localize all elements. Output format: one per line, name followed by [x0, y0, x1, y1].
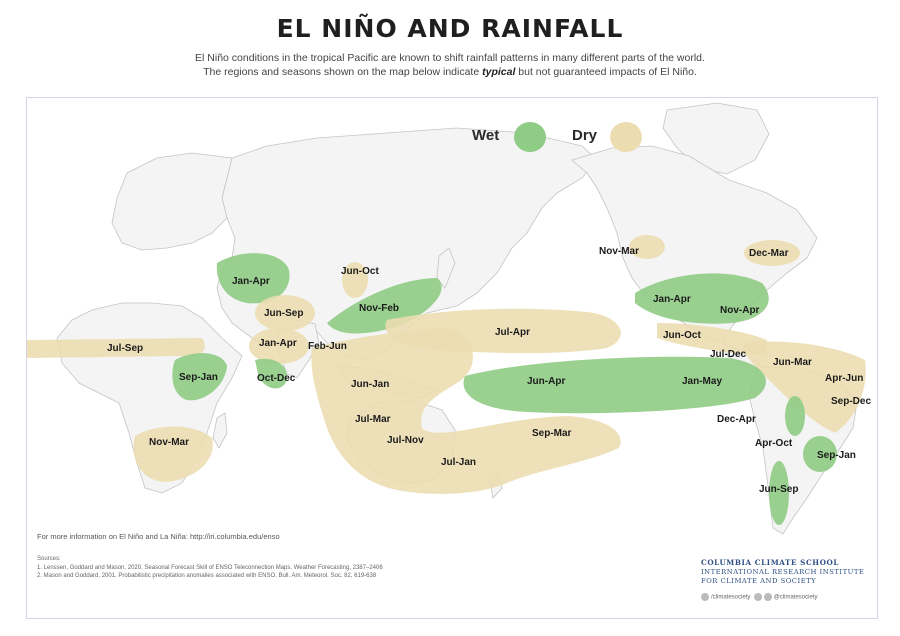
region-shape-19: [385, 308, 621, 354]
brand-line-1: COLUMBIA CLIMATE SCHOOL: [701, 558, 840, 567]
region-label: Dec-Mar: [749, 248, 789, 259]
region-label: Feb-Jun: [308, 341, 347, 352]
legend-dry-label: Dry: [572, 127, 598, 144]
region-label: Jan-Apr: [232, 276, 270, 287]
region-shape-20: [463, 356, 766, 414]
region-label: Apr-Oct: [755, 438, 793, 449]
region-shape-17: [133, 426, 213, 482]
region-shape-8: [769, 461, 789, 525]
rainfall-regions: [27, 235, 866, 525]
region-shape-5: [742, 341, 866, 433]
region-label: Jun-Oct: [663, 330, 701, 341]
region-shape-13: [249, 328, 309, 364]
region-label-part: Jun-Mar: [773, 357, 812, 368]
facebook-icon: [701, 593, 709, 601]
region-label: Jun-Apr: [527, 376, 566, 387]
region-label: Jan-May: [682, 376, 723, 387]
region-label: Jun-Oct: [341, 266, 379, 277]
legend: Wet Dry: [472, 122, 672, 152]
region-label: Sep-Jan: [817, 450, 856, 461]
region-shape-1: [629, 235, 665, 259]
region-label: Jun-Sep: [264, 308, 304, 319]
brand-line-3: FOR CLIMATE AND SOCIETY: [701, 577, 817, 585]
region-label: Jul-Nov: [387, 435, 424, 446]
region-label: Sep-Jan: [179, 372, 218, 383]
brand-logo: COLUMBIA CLIMATE SCHOOL INTERNATIONAL RE…: [701, 558, 864, 601]
region-shape-9: [216, 253, 290, 304]
twitter-icon: [763, 593, 772, 601]
header: EL NIÑO AND RAINFALL El Niño conditions …: [0, 14, 900, 79]
region-label: Jul-Mar: [355, 414, 391, 425]
world-map: [27, 102, 866, 535]
map-frame: Wet Dry Nov-Mar Dec-Mar Jan-Apr Nov-Apr …: [26, 97, 878, 619]
region-shape-18: [311, 328, 621, 494]
region-shape-10: [342, 262, 368, 298]
region-label: Apr-Jun: [825, 373, 864, 384]
subtitle-emphasis: typical: [482, 66, 516, 78]
region-shape-14: [255, 358, 288, 389]
social-handle-2[interactable]: @climatesociety: [773, 594, 818, 601]
region-label: Sep-Mar: [532, 428, 572, 439]
subtitle-line-2: The regions and seasons shown on the map…: [0, 65, 900, 79]
region-shape-3: [635, 273, 769, 324]
subtitle-line-1: El Niño conditions in the tropical Pacif…: [195, 52, 705, 64]
subtitle: El Niño conditions in the tropical Pacif…: [0, 51, 900, 79]
sources-heading: Sources:: [37, 556, 61, 562]
region-label-part: Sep-Dec: [831, 396, 872, 407]
region-label: Nov-Mar: [599, 246, 640, 257]
region-label: Jul-Jan: [441, 457, 477, 468]
region-label: Jul-Dec: [710, 349, 747, 360]
region-shape-4: [657, 323, 767, 356]
region-shape-15: [27, 338, 205, 358]
region-label: Jun-Sep: [759, 484, 799, 495]
subtitle-line-2-pre: The regions and seasons shown on the map…: [203, 66, 483, 78]
brand-line-2: INTERNATIONAL RESEARCH INSTITUTE: [701, 568, 865, 576]
region-label: Sep-Dec: [831, 396, 871, 407]
region-shape-11: [327, 278, 442, 334]
region-shape-16: [172, 353, 227, 401]
region-label: Jan-Apr: [653, 294, 691, 305]
region-label: Nov-Mar: [149, 437, 190, 448]
region-label: Jun-Mar: [773, 357, 812, 368]
source-item: 1. Lenssen, Goddard and Mason, 2020. Sea…: [37, 564, 383, 571]
social-links: /climatesociety @climatesociety: [701, 593, 864, 601]
legend-wet-swatch: [514, 122, 546, 152]
subtitle-line-2-post: but not guaranteed impacts of El Niño.: [515, 66, 697, 78]
instagram-icon: [753, 593, 762, 601]
region-shape-7: [803, 436, 837, 472]
region-shape-12: [255, 295, 315, 331]
region-shape-2: [744, 240, 800, 266]
source-item: 2. Mason and Goddard, 2001. Probabilisti…: [37, 573, 377, 579]
region-label: Dec-Apr: [717, 414, 756, 425]
sources: Sources: 1. Lenssen, Goddard and Mason, …: [37, 555, 383, 581]
landmass-madagascar: [212, 412, 228, 449]
landmass-europe-west: [111, 152, 233, 251]
legend-dry-swatch: [610, 122, 642, 152]
page-title: EL NIÑO AND RAINFALL: [276, 14, 624, 43]
region-label: Jan-Apr: [259, 338, 297, 349]
region-label: Nov-Feb: [359, 303, 399, 314]
region-label: Oct-Dec: [257, 373, 296, 384]
region-shape-6: [785, 396, 805, 436]
region-label-part: Jun-Oct: [341, 266, 379, 277]
region-label: Nov-Apr: [720, 305, 760, 316]
region-label: Jun-Jan: [351, 379, 390, 390]
region-label: Jul-Sep: [107, 343, 144, 354]
region-label: Jul-Apr: [495, 327, 530, 338]
more-info-text: For more information on El Niño and La N…: [37, 532, 280, 541]
social-handle-1[interactable]: /climatesociety: [711, 594, 751, 601]
landmass-japan: [436, 247, 456, 289]
legend-wet-label: Wet: [472, 127, 500, 144]
